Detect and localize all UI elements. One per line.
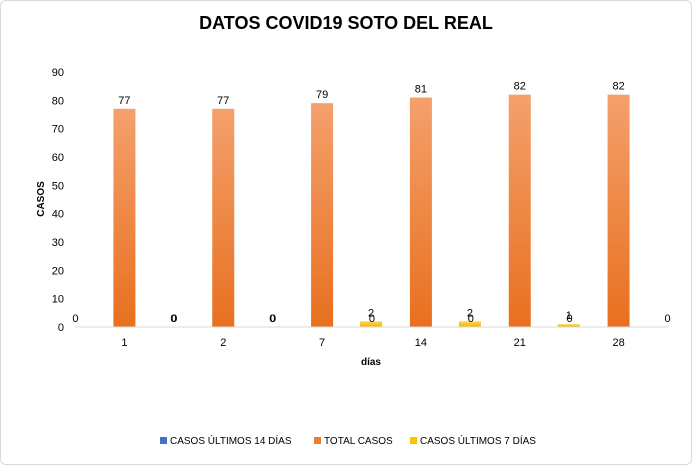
data-label: 2 xyxy=(467,307,473,319)
legend-label: CASOS ÚLTIMOS 14 DÍAS xyxy=(170,434,292,447)
y-tick-label: 80 xyxy=(52,95,64,107)
legend-swatch xyxy=(410,437,417,444)
legend: CASOS ÚLTIMOS 14 DÍAS TOTAL CASOS CASOS ÚL… xyxy=(160,434,536,447)
data-label: 77 xyxy=(118,95,130,107)
y-tick-label: 50 xyxy=(52,180,64,192)
data-label: 0 xyxy=(270,313,276,325)
x-tick-label: 2 xyxy=(220,337,226,349)
bar-total-casos xyxy=(311,103,334,328)
data-label: 81 xyxy=(415,84,427,96)
legend-swatch xyxy=(160,437,167,444)
bar-casos-7-dias xyxy=(360,321,383,327)
y-tick-label: 70 xyxy=(52,124,64,136)
x-tick-label: 28 xyxy=(612,337,624,349)
bar-casos-7-dias xyxy=(557,324,580,327)
data-label: 77 xyxy=(217,95,229,107)
legend-swatch xyxy=(314,437,321,444)
data-label: 2 xyxy=(368,307,374,319)
bar-total-casos xyxy=(409,97,432,327)
data-label: 0 xyxy=(468,313,474,325)
x-tick-label: 7 xyxy=(319,337,325,349)
x-tick-label: 1 xyxy=(121,337,127,349)
data-label: 0 xyxy=(72,313,78,325)
y-tick-label: 40 xyxy=(52,209,64,221)
bar-series xyxy=(113,94,630,328)
y-tick-label: 10 xyxy=(52,294,64,306)
y-tick-label: 20 xyxy=(52,265,64,277)
y-tick-label: 60 xyxy=(52,152,64,164)
bar-total-casos xyxy=(607,94,630,328)
legend-label: TOTAL CASOS xyxy=(324,436,393,447)
y-tick-label: 90 xyxy=(52,67,64,79)
bar-total-casos xyxy=(113,108,136,327)
bar-casos-7-dias xyxy=(458,321,481,327)
data-label: 0 xyxy=(665,313,671,325)
y-tick-label: 0 xyxy=(58,322,64,334)
data-label: 82 xyxy=(514,81,526,93)
y-tick-label: 30 xyxy=(52,237,64,249)
data-label: 0 xyxy=(369,313,375,325)
bar-total-casos xyxy=(508,94,531,328)
x-tick-label: 14 xyxy=(415,337,427,349)
data-label: 1 xyxy=(566,310,572,322)
legend-label: CASOS ÚLTIMOS 7 DÍAS xyxy=(420,434,536,447)
bar-total-casos xyxy=(212,108,235,327)
chart-title: DATOS COVID19 SOTO DEL REAL xyxy=(199,13,493,33)
y-axis-tick-labels: 0 10 20 30 40 50 60 70 80 90 xyxy=(52,67,64,334)
data-label: 0 xyxy=(269,313,275,325)
x-tick-label: 21 xyxy=(514,337,526,349)
y-axis-title: CASOS xyxy=(36,181,47,217)
data-label: 0 xyxy=(171,313,177,325)
data-label: 0 xyxy=(567,313,573,325)
data-label: 0 xyxy=(170,313,176,325)
x-axis-tick-labels: 1 2 7 14 21 28 xyxy=(121,337,624,349)
x-axis-title: días xyxy=(361,357,381,368)
data-label: 82 xyxy=(612,81,624,93)
data-label: 79 xyxy=(316,89,328,101)
